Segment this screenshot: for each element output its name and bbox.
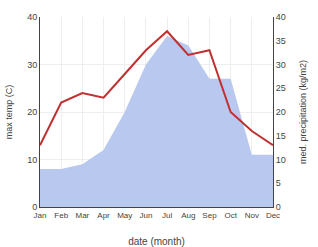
- svg-text:Jun: Jun: [139, 211, 152, 220]
- svg-text:20: 20: [276, 107, 286, 117]
- svg-text:Dec: Dec: [266, 211, 280, 220]
- svg-text:40: 40: [27, 12, 37, 22]
- svg-text:Oct: Oct: [224, 211, 237, 220]
- svg-text:30: 30: [276, 60, 286, 70]
- svg-text:med. precipitation (kg/m2): med. precipitation (kg/m2): [298, 60, 308, 164]
- svg-text:max temp (C): max temp (C): [4, 85, 14, 140]
- svg-text:0: 0: [276, 202, 281, 212]
- svg-text:20: 20: [27, 107, 37, 117]
- svg-text:10: 10: [27, 155, 37, 165]
- svg-text:15: 15: [276, 131, 286, 141]
- svg-text:0: 0: [32, 202, 37, 212]
- svg-text:Apr: Apr: [97, 211, 110, 220]
- svg-text:Jul: Jul: [162, 211, 172, 220]
- svg-text:40: 40: [276, 12, 286, 22]
- svg-text:Feb: Feb: [54, 211, 68, 220]
- svg-text:Nov: Nov: [245, 211, 259, 220]
- svg-text:Aug: Aug: [181, 211, 195, 220]
- svg-text:30: 30: [27, 60, 37, 70]
- svg-text:Sep: Sep: [202, 211, 217, 220]
- svg-text:date (month): date (month): [128, 236, 185, 247]
- svg-text:Jan: Jan: [34, 211, 47, 220]
- svg-text:5: 5: [276, 178, 281, 188]
- svg-text:35: 35: [276, 36, 286, 46]
- svg-text:Mar: Mar: [75, 211, 89, 220]
- svg-text:May: May: [117, 211, 132, 220]
- svg-text:10: 10: [276, 155, 286, 165]
- svg-text:25: 25: [276, 83, 286, 93]
